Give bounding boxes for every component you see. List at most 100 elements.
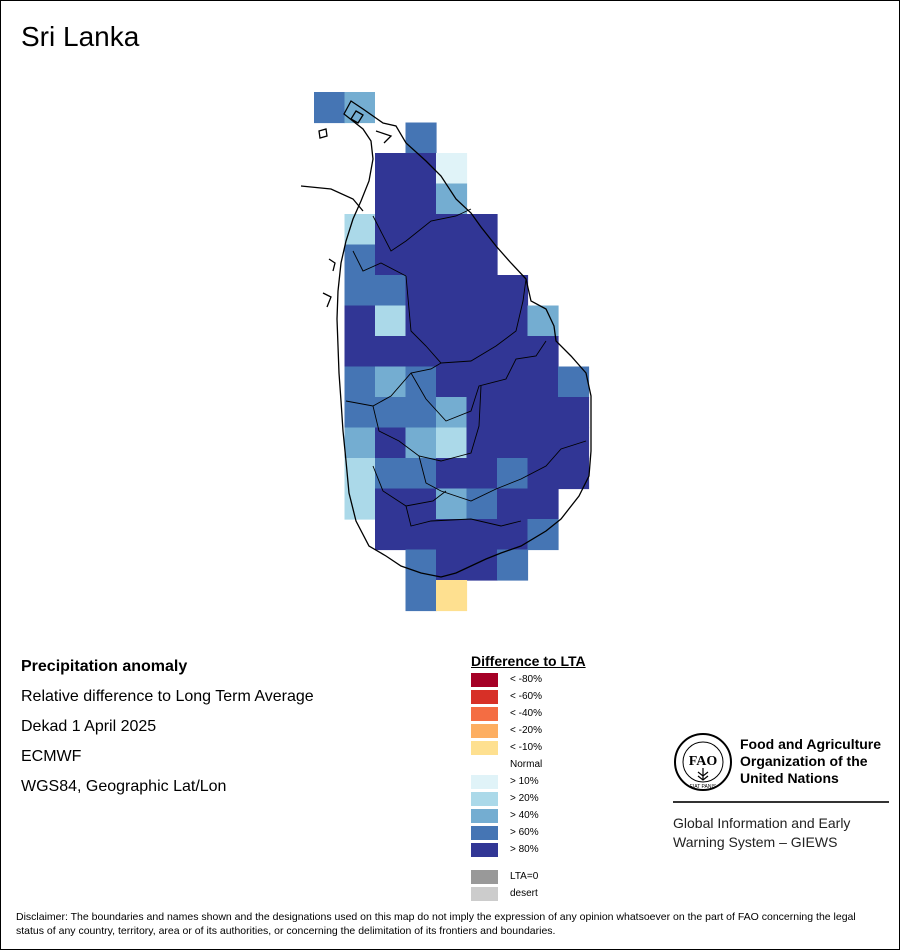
fao-org-name: Food and Agriculture Organization of the… <box>740 736 882 786</box>
coastline-islet <box>375 130 393 144</box>
grid-cell <box>527 366 559 398</box>
grid-cell <box>466 244 498 276</box>
grid-cell <box>344 366 376 398</box>
grid-cell <box>527 519 559 551</box>
grid-cell <box>558 366 590 398</box>
legend-swatch <box>471 741 498 755</box>
grid-cell <box>466 427 498 459</box>
legend-label: < -40% <box>510 708 542 719</box>
grid-cell <box>405 427 437 459</box>
grid-cell <box>527 458 559 490</box>
legend-swatch <box>471 826 498 840</box>
grid-cell <box>558 427 590 459</box>
legend-label: < -80% <box>510 674 542 685</box>
grid-cell <box>527 397 559 429</box>
grid-cell <box>436 153 468 185</box>
grid-cell <box>436 305 468 337</box>
grid-cell <box>344 427 376 459</box>
grid-cell <box>497 275 529 307</box>
grid-cell <box>436 275 468 307</box>
legend-swatch <box>471 707 498 721</box>
grid-cell <box>497 336 529 368</box>
grid-cell <box>436 397 468 429</box>
grid-cell <box>436 519 468 551</box>
disclaimer: Disclaimer: The boundaries and names sho… <box>16 911 856 937</box>
grid-cell <box>497 458 529 490</box>
product-period: Dekad 1 April 2025 <box>21 718 157 735</box>
coastline-and-boundaries <box>300 100 592 578</box>
grid-cell <box>375 366 407 398</box>
legend-label: Normal <box>510 759 543 770</box>
grid-cell <box>375 397 407 429</box>
grid-cell <box>344 275 376 307</box>
grid-cell <box>375 488 407 520</box>
legend-label: > 10% <box>510 776 539 787</box>
legend-swatch <box>471 724 498 738</box>
grid-cell <box>436 244 468 276</box>
grid-cell <box>405 214 437 246</box>
legend-label: > 20% <box>510 793 539 804</box>
grid-cell <box>527 336 559 368</box>
grid-cell <box>344 244 376 276</box>
coastline-islet <box>300 185 364 212</box>
grid-cell <box>344 458 376 490</box>
legend-label: > 40% <box>510 810 539 821</box>
grid-cell <box>466 305 498 337</box>
grid-cell <box>375 183 407 215</box>
grid-cell <box>375 92 407 124</box>
grid-cell <box>344 397 376 429</box>
grid-cell <box>375 427 407 459</box>
grid-cell <box>375 122 407 154</box>
grid-cell <box>497 519 529 551</box>
coastline-islet <box>318 128 328 139</box>
legend-swatch <box>471 870 498 884</box>
grid-cell <box>436 488 468 520</box>
map-info-block: Precipitation anomaly Relative differenc… <box>21 657 314 807</box>
grid-cell <box>497 397 529 429</box>
grid-cell <box>405 122 437 154</box>
legend-label: LTA=0 <box>510 871 539 882</box>
grid-cell <box>497 366 529 398</box>
grid-cell <box>405 580 437 612</box>
grid-cell <box>405 153 437 185</box>
grid-cell <box>375 275 407 307</box>
legend-swatch <box>471 809 498 823</box>
grid-cell <box>375 519 407 551</box>
coastline-islet <box>322 292 332 308</box>
grid-cell <box>405 183 437 215</box>
grid-cell <box>405 549 437 581</box>
grid-cell <box>466 366 498 398</box>
legend-swatch <box>471 690 498 704</box>
grid-cell <box>436 427 468 459</box>
grid-cell <box>466 275 498 307</box>
grid-cell <box>497 488 529 520</box>
product-name: Precipitation anomaly <box>21 658 188 675</box>
grid-cell <box>375 305 407 337</box>
grid-cell <box>466 336 498 368</box>
grid-cell <box>405 275 437 307</box>
legend-swatch <box>471 673 498 687</box>
grid-cell <box>497 305 529 337</box>
legend-swatch <box>471 843 498 857</box>
grid-cell <box>497 427 529 459</box>
coastline-islet <box>328 258 336 272</box>
grid-cell <box>405 397 437 429</box>
grid-cell <box>466 214 498 246</box>
grid-cell <box>466 488 498 520</box>
legend-label: < -10% <box>510 742 542 753</box>
grid-cell <box>405 305 437 337</box>
legend-label: < -60% <box>510 691 542 702</box>
coastline-islet <box>350 110 364 124</box>
grid-cell <box>527 427 559 459</box>
grid-cell <box>436 549 468 581</box>
grid-cell <box>436 458 468 490</box>
legend-swatch <box>471 775 498 789</box>
emblem-letters: FAO <box>689 754 718 769</box>
legend-swatch <box>471 758 498 772</box>
legend-label: < -20% <box>510 725 542 736</box>
coastline <box>336 100 592 578</box>
grid-cell <box>375 153 407 185</box>
grid-cell <box>466 458 498 490</box>
precipitation-map <box>300 92 592 612</box>
wheat-icon <box>697 768 709 781</box>
